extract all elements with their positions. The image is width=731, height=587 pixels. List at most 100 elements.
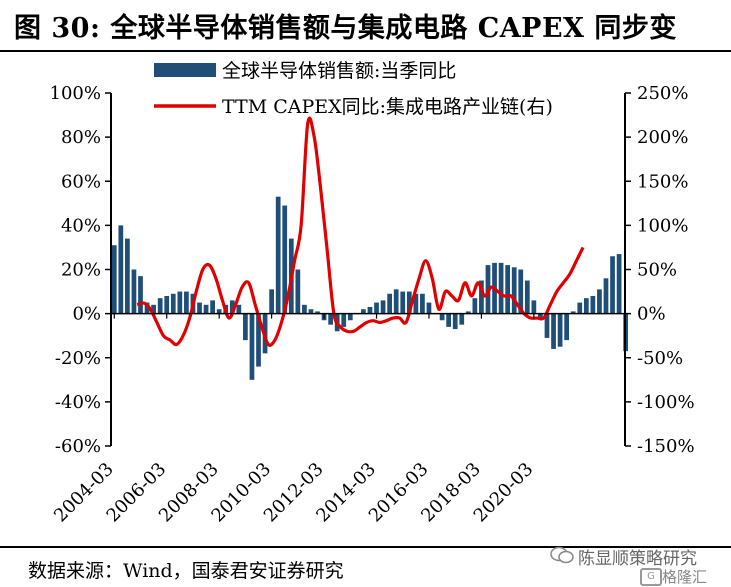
bar (170, 293, 176, 314)
y-right-tick-label: 50% (637, 260, 677, 281)
bar (203, 304, 209, 314)
legend: 全球半导体销售额:当季同比 TTM CAPEX同比:集成电路产业链(右) (154, 60, 553, 118)
chart-canvas: 全球半导体销售额:当季同比 TTM CAPEX同比:集成电路产业链(右) -60%… (50, 60, 695, 526)
y-left-tick-label: 40% (61, 215, 101, 236)
series-line (136, 116, 585, 347)
watermark-account: 陈显顺策略研究 (578, 549, 697, 569)
bar (118, 225, 124, 314)
bar (583, 298, 589, 314)
bar (361, 309, 366, 314)
bar (197, 302, 202, 314)
bar (479, 280, 484, 314)
bar (400, 291, 406, 314)
bar (243, 313, 248, 341)
bar (603, 278, 609, 314)
bar (144, 302, 150, 314)
legend-label-line: TTM CAPEX同比:集成电路产业链(右) (222, 96, 553, 118)
y-right-tick-label: -50% (637, 348, 683, 369)
watermark-logo-text: 格隆汇 (662, 568, 708, 586)
bar (413, 293, 419, 314)
bar (531, 300, 537, 314)
bar (420, 293, 425, 314)
y-left-tick-label: -40% (55, 392, 101, 413)
bar (597, 289, 602, 314)
legend-swatch-bar (154, 63, 216, 77)
bar (164, 295, 170, 314)
bar (446, 313, 451, 327)
y-left-tick-label: 60% (61, 171, 101, 192)
bar (616, 254, 622, 314)
y-right-tick-label: 200% (637, 127, 688, 148)
bar (459, 313, 465, 325)
bar (138, 276, 143, 314)
bar (308, 309, 314, 314)
bar (157, 298, 163, 314)
y-right-tick-label: -150% (637, 436, 695, 457)
bar (452, 313, 458, 330)
source-rule (0, 546, 731, 548)
bar (367, 307, 373, 314)
bar (151, 304, 156, 314)
bar (505, 265, 511, 314)
bar (511, 267, 517, 314)
bar (210, 300, 215, 314)
axes: -60% -40% -20% 0% 20% 40% 60% 80% 100% -150% -100%… (50, 83, 695, 526)
bar (275, 196, 281, 314)
bar (551, 313, 556, 349)
bar (564, 313, 570, 341)
logo-icon: G (640, 568, 662, 586)
y-left-tick-label: 80% (61, 127, 101, 148)
bar (524, 280, 530, 314)
y-left-tick-label: -20% (55, 348, 101, 369)
bar (544, 313, 550, 338)
bar (131, 269, 137, 314)
bar (439, 313, 445, 321)
bar (406, 291, 412, 314)
bar (590, 295, 596, 314)
bar (249, 313, 255, 380)
bar (216, 309, 222, 314)
y-right-tick-label: 250% (637, 83, 688, 104)
line-series (136, 116, 585, 347)
bar (328, 313, 333, 325)
y-right-tick-label: 100% (637, 215, 688, 236)
bar (302, 304, 307, 314)
y-right-tick-label: 150% (637, 171, 688, 192)
bar (374, 302, 379, 314)
bar (282, 205, 288, 314)
bar (125, 238, 130, 314)
bar (347, 313, 353, 321)
bar (518, 269, 524, 314)
y-left-tick-label: -60% (55, 436, 101, 457)
bar (557, 313, 563, 347)
bar (610, 256, 615, 314)
y-left-tick-label: 0% (72, 304, 101, 325)
bar (393, 289, 399, 314)
bar (380, 300, 386, 314)
bar (184, 291, 189, 314)
title-rule (0, 50, 731, 52)
bar (570, 311, 576, 314)
watermark: 陈显顺策略研究 G 格隆汇 (540, 544, 730, 586)
y-right-tick-label: -100% (637, 392, 695, 413)
bar (111, 245, 117, 314)
y-right-tick-label: 0% (637, 304, 666, 325)
bar (229, 300, 235, 314)
bar (269, 289, 274, 314)
y-left-tick-label: 20% (61, 260, 101, 281)
chat-bubble-icon (550, 546, 574, 564)
bar (472, 298, 478, 314)
bar (387, 293, 392, 314)
bar (236, 304, 242, 314)
y-left-tick-label: 100% (50, 83, 101, 104)
bar (498, 262, 504, 314)
bar-series (111, 196, 629, 380)
bar (465, 311, 471, 314)
bar (577, 302, 583, 314)
bar (426, 302, 432, 314)
bar (538, 313, 543, 319)
source-note: 数据来源：Wind，国泰君安证券研究 (28, 560, 344, 582)
bar (295, 269, 301, 314)
bar (315, 311, 320, 314)
figure-title: 图 30: 全球半导体销售额与集成电路 CAPEX 同步变 (14, 13, 677, 44)
